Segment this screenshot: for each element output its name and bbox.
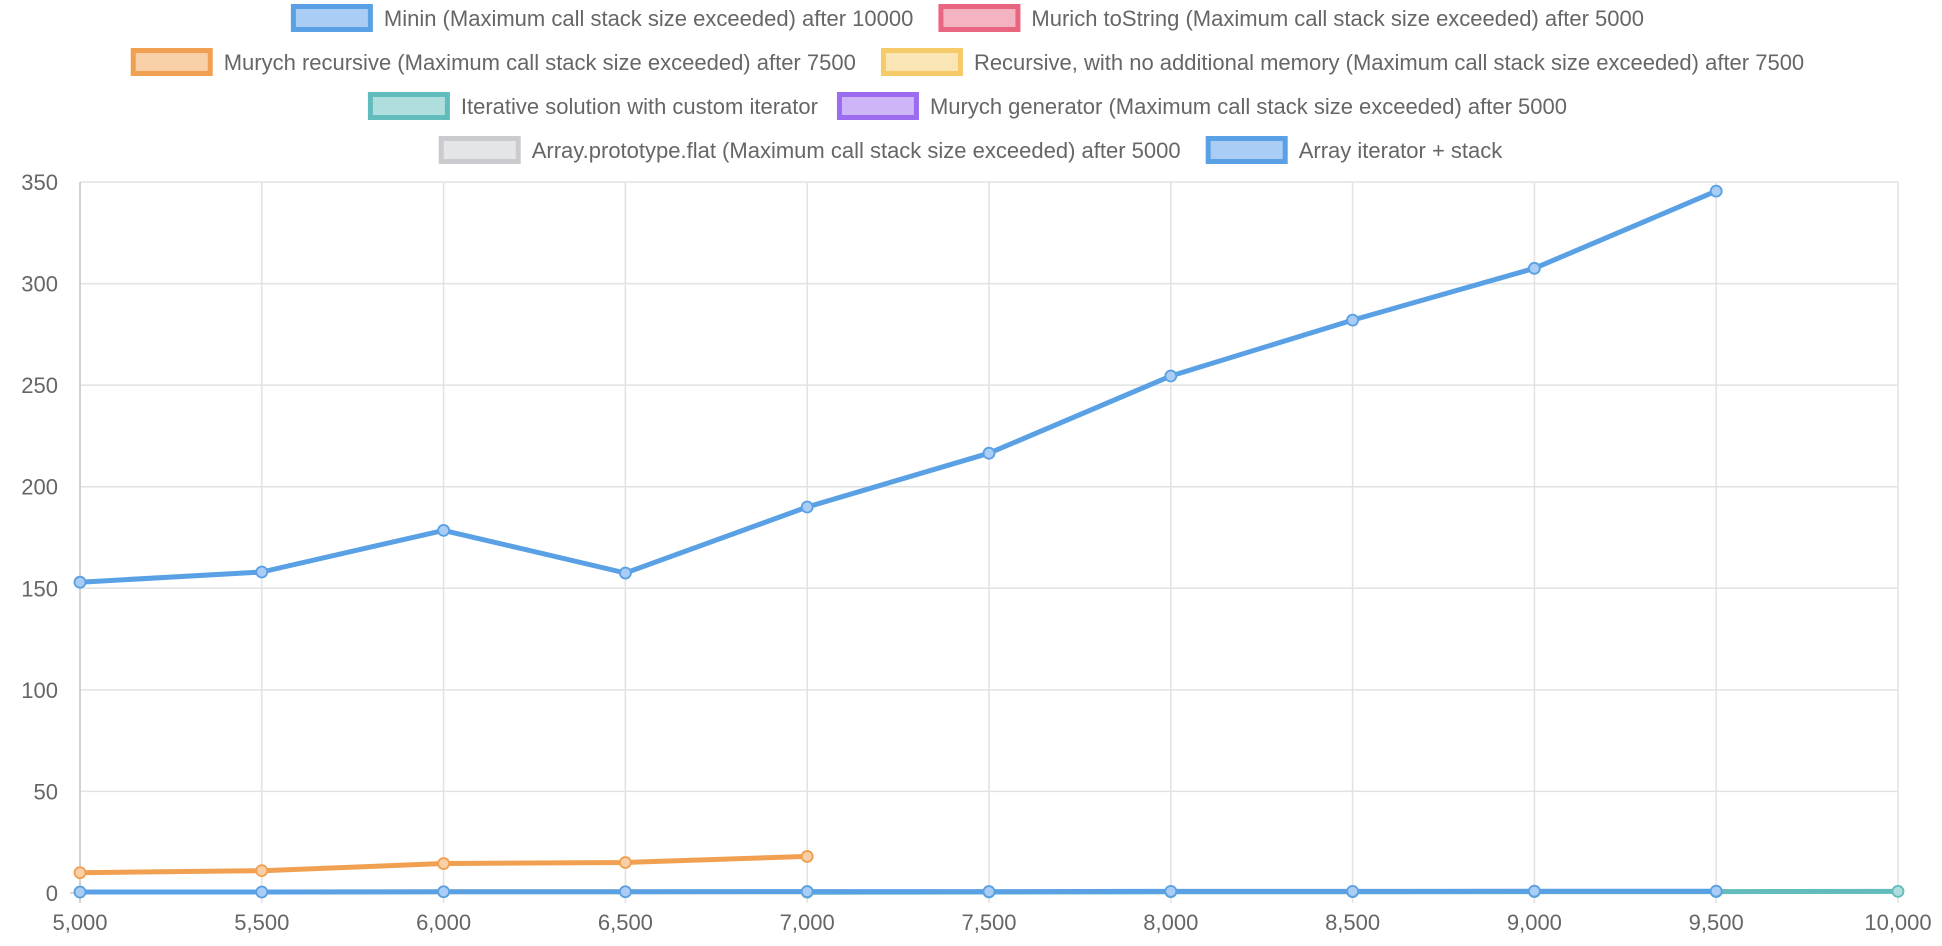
- data-point[interactable]: [1164, 369, 1178, 383]
- data-point[interactable]: [1891, 884, 1905, 898]
- legend-item[interactable]: Murich toString (Maximum call stack size…: [938, 4, 1644, 32]
- legend-label: Recursive, with no additional memory (Ma…: [974, 50, 1804, 75]
- legend-swatch: [880, 48, 963, 76]
- legend-item[interactable]: Array iterator + stack: [1205, 136, 1504, 164]
- y-axis-ticks: 0 50 100 150 200 250 300 350: [21, 170, 58, 906]
- data-point[interactable]: [800, 850, 814, 863]
- legend-label: Iterative solution with custom iterator: [461, 94, 818, 119]
- data-point[interactable]: [1164, 884, 1178, 898]
- data-point[interactable]: [982, 446, 996, 460]
- y-tick-label: 350: [21, 170, 58, 195]
- x-tick-label: 7,500: [961, 910, 1016, 935]
- data-point[interactable]: [800, 500, 814, 514]
- legend-swatch: [938, 4, 1021, 32]
- data-point[interactable]: [619, 885, 632, 899]
- y-tick-label: 50: [34, 779, 58, 804]
- legend-label: Minin (Maximum call stack size exceeded)…: [384, 6, 913, 31]
- data-point[interactable]: [619, 566, 632, 580]
- data-point[interactable]: [437, 885, 451, 899]
- legend-swatch: [438, 136, 521, 164]
- data-point[interactable]: [1346, 884, 1359, 898]
- data-point[interactable]: [619, 856, 632, 869]
- series-group: [73, 884, 1723, 899]
- data-point[interactable]: [437, 857, 451, 870]
- x-tick-label: 8,000: [1143, 910, 1198, 935]
- y-tick-label: 250: [21, 373, 58, 398]
- data-point[interactable]: [73, 575, 87, 589]
- y-tick-label: 300: [21, 272, 58, 297]
- x-tick-label: 9,500: [1689, 910, 1744, 935]
- y-tick-label: 0: [46, 881, 58, 906]
- data-point[interactable]: [1528, 884, 1541, 898]
- legend-label: Murych recursive (Maximum call stack siz…: [224, 50, 856, 75]
- x-tick-label: 5,500: [234, 910, 289, 935]
- x-tick-label: 5,000: [52, 910, 107, 935]
- x-tick-label: 7,000: [780, 910, 835, 935]
- legend-swatch: [367, 92, 450, 120]
- data-point[interactable]: [1709, 184, 1723, 198]
- legend-label: Murych generator (Maximum call stack siz…: [930, 94, 1567, 119]
- series-group: [73, 184, 1723, 589]
- chart-grid: [70, 181, 1899, 903]
- legend-swatch: [1205, 136, 1288, 164]
- data-point[interactable]: [73, 885, 87, 899]
- chart-legend: Minin (Maximum call stack size exceeded)…: [130, 4, 1804, 164]
- data-point[interactable]: [73, 866, 87, 880]
- legend-label: Array iterator + stack: [1299, 138, 1504, 163]
- legend-item[interactable]: Array.prototype.flat (Maximum call stack…: [438, 136, 1181, 164]
- legend-item[interactable]: Recursive, with no additional memory (Ma…: [880, 48, 1804, 76]
- y-tick-label: 200: [21, 475, 58, 500]
- chart-series: [73, 184, 1905, 899]
- data-point[interactable]: [1346, 313, 1359, 327]
- legend-item[interactable]: Minin (Maximum call stack size exceeded)…: [290, 4, 913, 32]
- x-axis-ticks: 5,000 5,500 6,000 6,500 7,000 7,500 8,000 8,500…: [52, 910, 1931, 935]
- legend-swatch: [836, 92, 919, 120]
- data-point[interactable]: [255, 864, 269, 878]
- legend-item[interactable]: Iterative solution with custom iterator: [367, 92, 818, 120]
- series-line: [80, 888, 1717, 895]
- legend-label: Murich toString (Maximum call stack size…: [1031, 6, 1644, 31]
- legend-label: Array.prototype.flat (Maximum call stack…: [532, 138, 1181, 163]
- x-tick-label: 6,000: [416, 910, 471, 935]
- x-tick-label: 8,500: [1325, 910, 1380, 935]
- data-point[interactable]: [437, 523, 451, 537]
- data-point[interactable]: [1709, 884, 1723, 898]
- data-point[interactable]: [255, 565, 269, 579]
- data-point[interactable]: [255, 885, 269, 899]
- series-group: [73, 850, 814, 880]
- x-tick-label: 6,500: [598, 910, 653, 935]
- legend-swatch: [130, 48, 213, 76]
- legend-swatch: [290, 4, 373, 32]
- data-point[interactable]: [800, 885, 814, 898]
- series-line: [79, 188, 1718, 585]
- legend-item[interactable]: Murych generator (Maximum call stack siz…: [836, 92, 1567, 120]
- data-point[interactable]: [982, 885, 996, 898]
- x-tick-label: 10,000: [1864, 910, 1931, 935]
- y-tick-label: 100: [21, 678, 58, 703]
- legend-item[interactable]: Murych recursive (Maximum call stack siz…: [130, 48, 856, 76]
- y-tick-label: 150: [21, 576, 58, 601]
- data-point[interactable]: [1528, 261, 1541, 275]
- x-tick-label: 9,000: [1507, 910, 1562, 935]
